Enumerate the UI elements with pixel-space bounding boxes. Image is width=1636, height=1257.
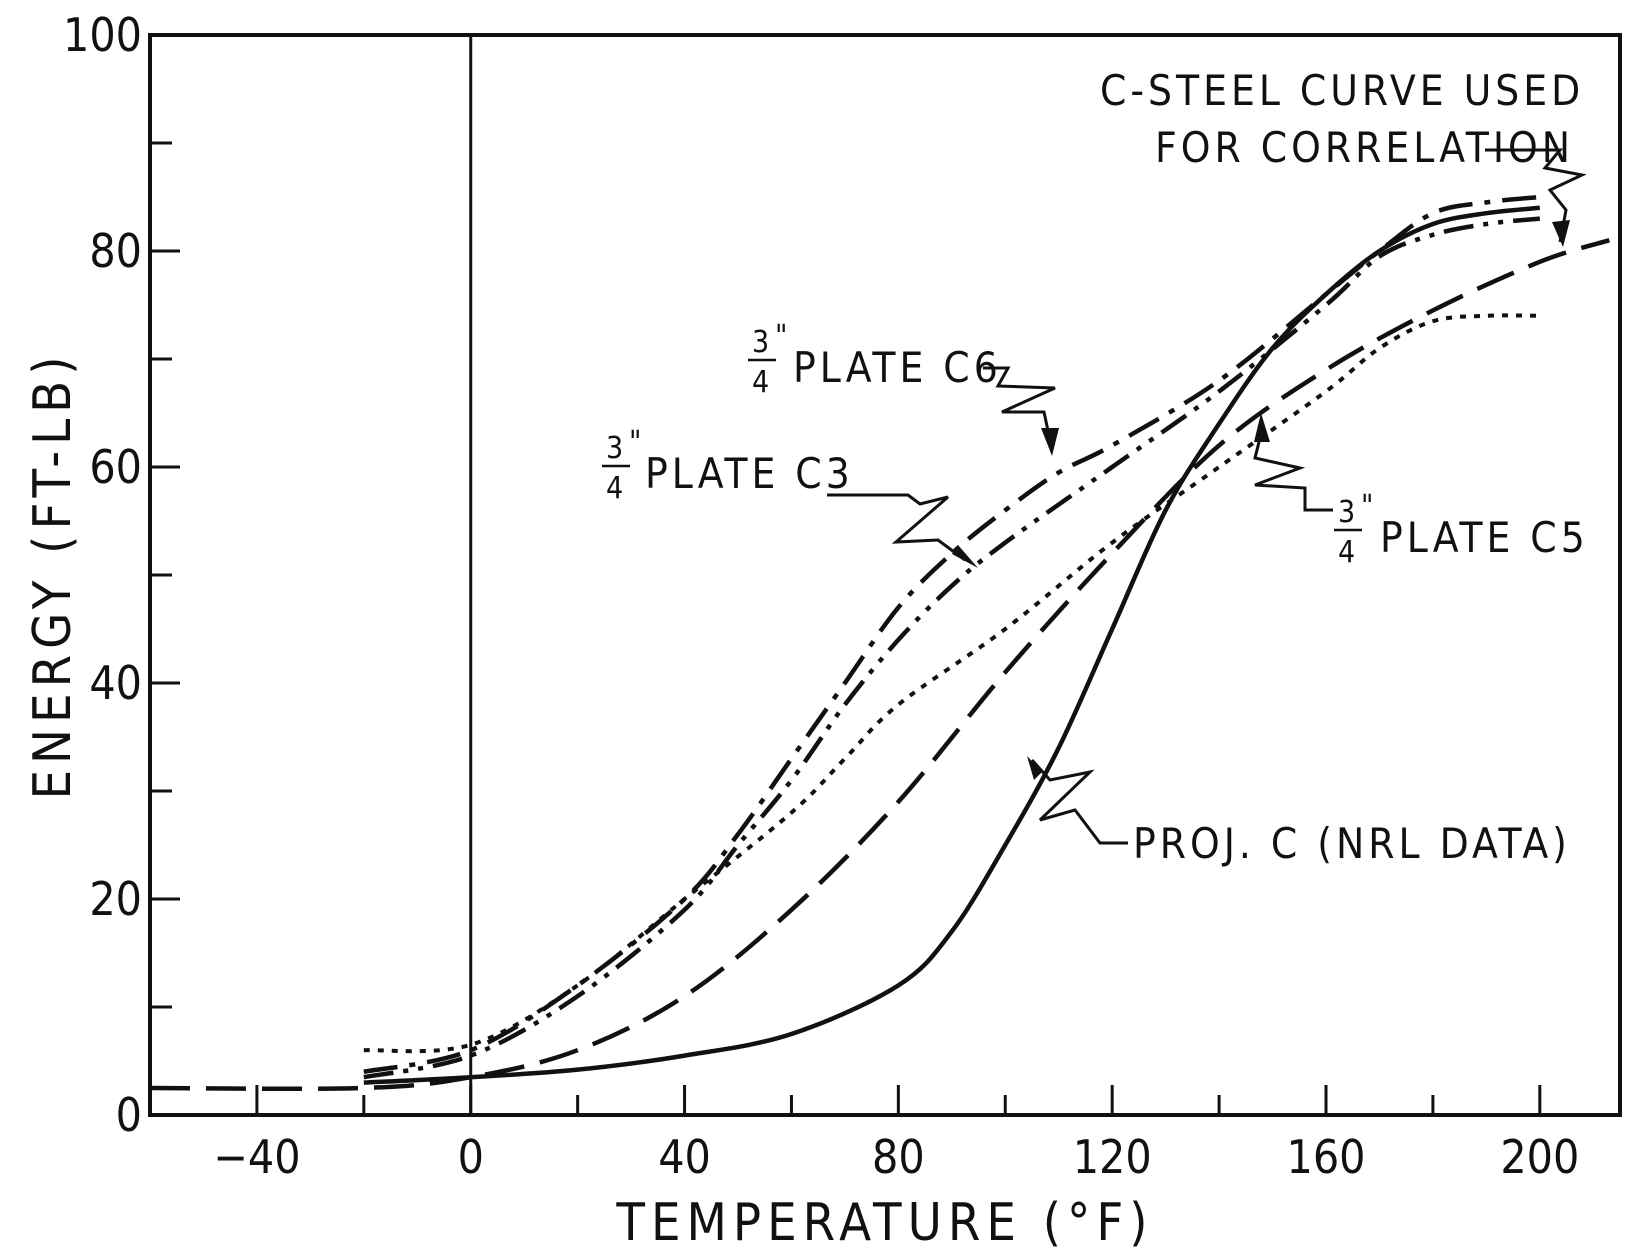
annotation-c3-fraction-den: 4 <box>606 471 623 506</box>
annotation-c5-inch-mark: " <box>1361 489 1373 524</box>
annotation-proj-c-arrowhead <box>1027 756 1042 780</box>
x-tick-label: 40 <box>658 1130 711 1184</box>
series-line-5 <box>149 238 1610 1092</box>
annotation-c3-arrowhead <box>952 545 978 568</box>
annotation-c3-leader <box>827 493 966 562</box>
annotation-proj-c: PROJ. C (NRL DATA) <box>1027 756 1571 868</box>
annotation-c5-arrowhead <box>1254 413 1270 442</box>
series-lines <box>149 194 1610 1092</box>
series-line-2 <box>363 194 1541 1075</box>
annotation-c-steel-arrowhead <box>1552 220 1570 247</box>
x-tick-label: −40 <box>213 1130 300 1184</box>
annotation-c6-arrowhead <box>1041 428 1059 456</box>
y-tick-label: 20 <box>89 872 142 926</box>
annotation-plate-c6: 3 4 " PLATE C6 <box>748 319 1059 456</box>
x-axis-title: TEMPERATURE (°F) <box>615 1193 1153 1253</box>
annotation-c5-label: PLATE C5 <box>1380 513 1589 562</box>
annotation-c-steel-leader <box>1485 148 1587 243</box>
annotation-c-steel-line1: C-STEEL CURVE USED <box>1100 66 1584 115</box>
annotation-c6-label: PLATE C6 <box>793 343 1002 392</box>
annotation-c3-inch-mark: " <box>629 425 641 460</box>
x-tick-label: 0 <box>458 1130 484 1184</box>
plot-frame <box>148 33 1622 1117</box>
annotation-proj-c-leader <box>1030 758 1128 845</box>
annotation-c-steel: C-STEEL CURVE USED FOR CORRELATION <box>1100 66 1587 247</box>
annotation-c5-fraction-den: 4 <box>1338 535 1355 570</box>
y-tick-label: 100 <box>63 8 142 62</box>
annotation-c3-fraction-num: 3 <box>606 431 623 466</box>
annotation-c6-leader <box>983 366 1056 441</box>
y-tick-label: 80 <box>89 224 142 278</box>
series-line-4 <box>363 313 1540 1054</box>
annotation-c6-inch-mark: " <box>775 319 787 354</box>
annotation-c6-fraction-den: 4 <box>752 365 769 400</box>
x-tick-label: 80 <box>872 1130 925 1184</box>
annotation-c6-fraction-num: 3 <box>752 325 769 360</box>
axis-ticks <box>150 33 1542 1117</box>
y-tick-label: 0 <box>116 1088 142 1142</box>
annotation-plate-c5: 3 4 " PLATE C5 <box>1253 413 1589 570</box>
annotation-proj-c-label: PROJ. C (NRL DATA) <box>1133 819 1571 868</box>
series-line-3 <box>363 216 1541 1080</box>
series-line-1 <box>363 205 1541 1085</box>
annotation-c5-fraction-num: 3 <box>1338 495 1355 530</box>
x-tick-label: 200 <box>1500 1130 1579 1184</box>
annotation-c3-label: PLATE C3 <box>645 449 854 498</box>
y-tick-label: 40 <box>89 656 142 710</box>
annotation-plate-c3: 3 4 " PLATE C3 <box>602 425 978 568</box>
annotation-c-steel-line2: FOR CORRELATION <box>1155 123 1574 172</box>
x-tick-label: 120 <box>1073 1130 1152 1184</box>
annotation-c5-leader <box>1253 429 1333 512</box>
y-axis-title: ENERGY (FT-LB) <box>23 350 83 799</box>
y-tick-label: 60 <box>89 440 142 494</box>
x-tick-label: 160 <box>1287 1130 1366 1184</box>
axis-tick-labels: −40 0 40 80 120 160 200 0 20 40 60 80 100 <box>63 8 1579 1184</box>
